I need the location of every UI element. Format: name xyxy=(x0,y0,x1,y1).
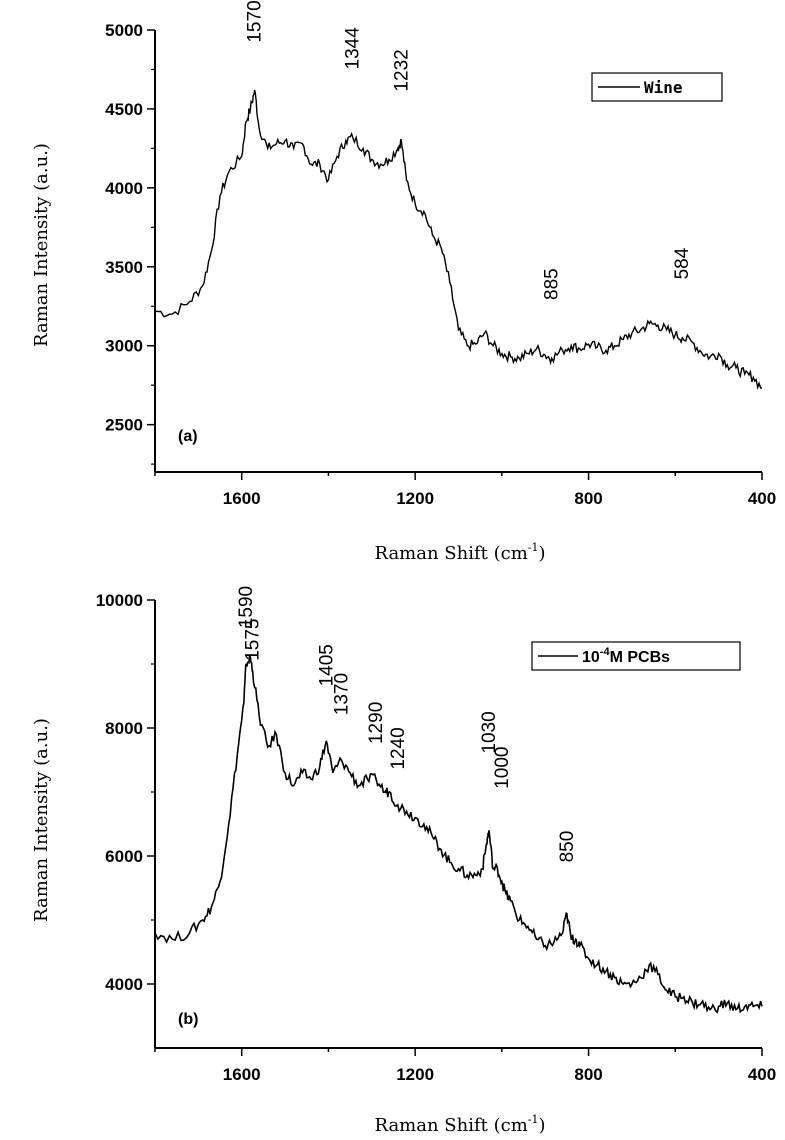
series-line-wine xyxy=(154,89,763,391)
x-tick-label: 400 xyxy=(748,489,776,508)
axis-ticks xyxy=(147,599,763,1056)
x-tick-label: 1600 xyxy=(223,1065,261,1084)
chart-panel-b: 1600 1200 800 400 4000 6000 8000 10000 15901575… xyxy=(31,586,776,1136)
y-axis-title: Raman Intensity (a.u.) xyxy=(31,718,52,922)
axis-ticks xyxy=(147,29,763,480)
peak-label: 1000 xyxy=(492,747,513,789)
x-axis-title-sup: -1 xyxy=(528,541,539,554)
panel-label: (a) xyxy=(178,428,198,445)
peak-label: 1030 xyxy=(479,711,500,753)
tick-labels: 1600 1200 800 400 4000 6000 8000 10000 xyxy=(96,591,776,1084)
x-tick-label: 1200 xyxy=(396,489,434,508)
peak-label: 1240 xyxy=(388,727,409,769)
peak-label: 885 xyxy=(542,268,563,300)
y-axis-title: Raman Intensity (a.u.) xyxy=(31,143,52,347)
x-tick-label: 1600 xyxy=(223,489,261,508)
y-tick-label: 3000 xyxy=(105,337,143,356)
y-tick-label: 2500 xyxy=(105,416,143,435)
x-tick-label: 1200 xyxy=(396,1065,434,1084)
chart-panel-a: 1600 1200 800 400 2500 3000 3500 4000 4500 5000 1… xyxy=(31,0,776,564)
x-axis-title-text: Raman Shift (cm xyxy=(374,543,527,564)
peak-label: 1575 xyxy=(243,619,264,661)
y-tick-label: 10000 xyxy=(96,591,143,610)
y-tick-label: 5000 xyxy=(105,21,143,40)
x-axis-title-close: ) xyxy=(538,1115,545,1136)
series-line-pcbs xyxy=(154,654,763,1014)
y-tick-label: 4000 xyxy=(105,179,143,198)
legend-text-pre: 10 xyxy=(582,649,600,666)
x-axis-title-sup: -1 xyxy=(528,1113,539,1126)
x-axis-title-close: ) xyxy=(538,543,545,564)
y-tick-label: 4000 xyxy=(105,975,143,994)
peak-label: 584 xyxy=(672,247,693,279)
y-tick-label: 8000 xyxy=(105,719,143,738)
peak-label: 1405 xyxy=(316,644,337,686)
peak-label: 1344 xyxy=(343,27,364,70)
x-tick-label: 800 xyxy=(574,1065,602,1084)
legend-text-sup: -4 xyxy=(600,646,611,658)
peak-label: 1232 xyxy=(391,49,412,91)
y-tick-label: 6000 xyxy=(105,847,143,866)
y-tick-label: 4500 xyxy=(105,100,143,119)
x-tick-label: 800 xyxy=(574,489,602,508)
panel-label: (b) xyxy=(178,1011,198,1028)
peak-annotations: 1570 1344 1232 885 584 xyxy=(245,0,694,300)
x-axis-title-text: Raman Shift (cm xyxy=(374,1115,527,1136)
legend: 10-4M PCBs xyxy=(531,641,741,671)
legend: Wine xyxy=(591,72,723,102)
tick-labels: 1600 1200 800 400 2500 3000 3500 4000 4500 5000 xyxy=(105,21,776,508)
x-axis-title: Raman Shift (cm-1) xyxy=(374,1113,545,1136)
peak-label: 1590 xyxy=(236,586,257,628)
peak-label: 1570 xyxy=(245,0,266,42)
legend-label-wine: Wine xyxy=(644,78,683,97)
peak-label: 1370 xyxy=(331,673,352,715)
y-tick-label: 3500 xyxy=(105,258,143,277)
x-tick-label: 400 xyxy=(748,1065,776,1084)
legend-label-pcbs: 10-4M PCBs xyxy=(582,646,670,666)
x-axis-title: Raman Shift (cm-1) xyxy=(374,541,545,564)
legend-text-post: M PCBs xyxy=(610,649,671,666)
peak-label: 850 xyxy=(557,831,578,863)
peak-label: 1290 xyxy=(366,702,387,744)
